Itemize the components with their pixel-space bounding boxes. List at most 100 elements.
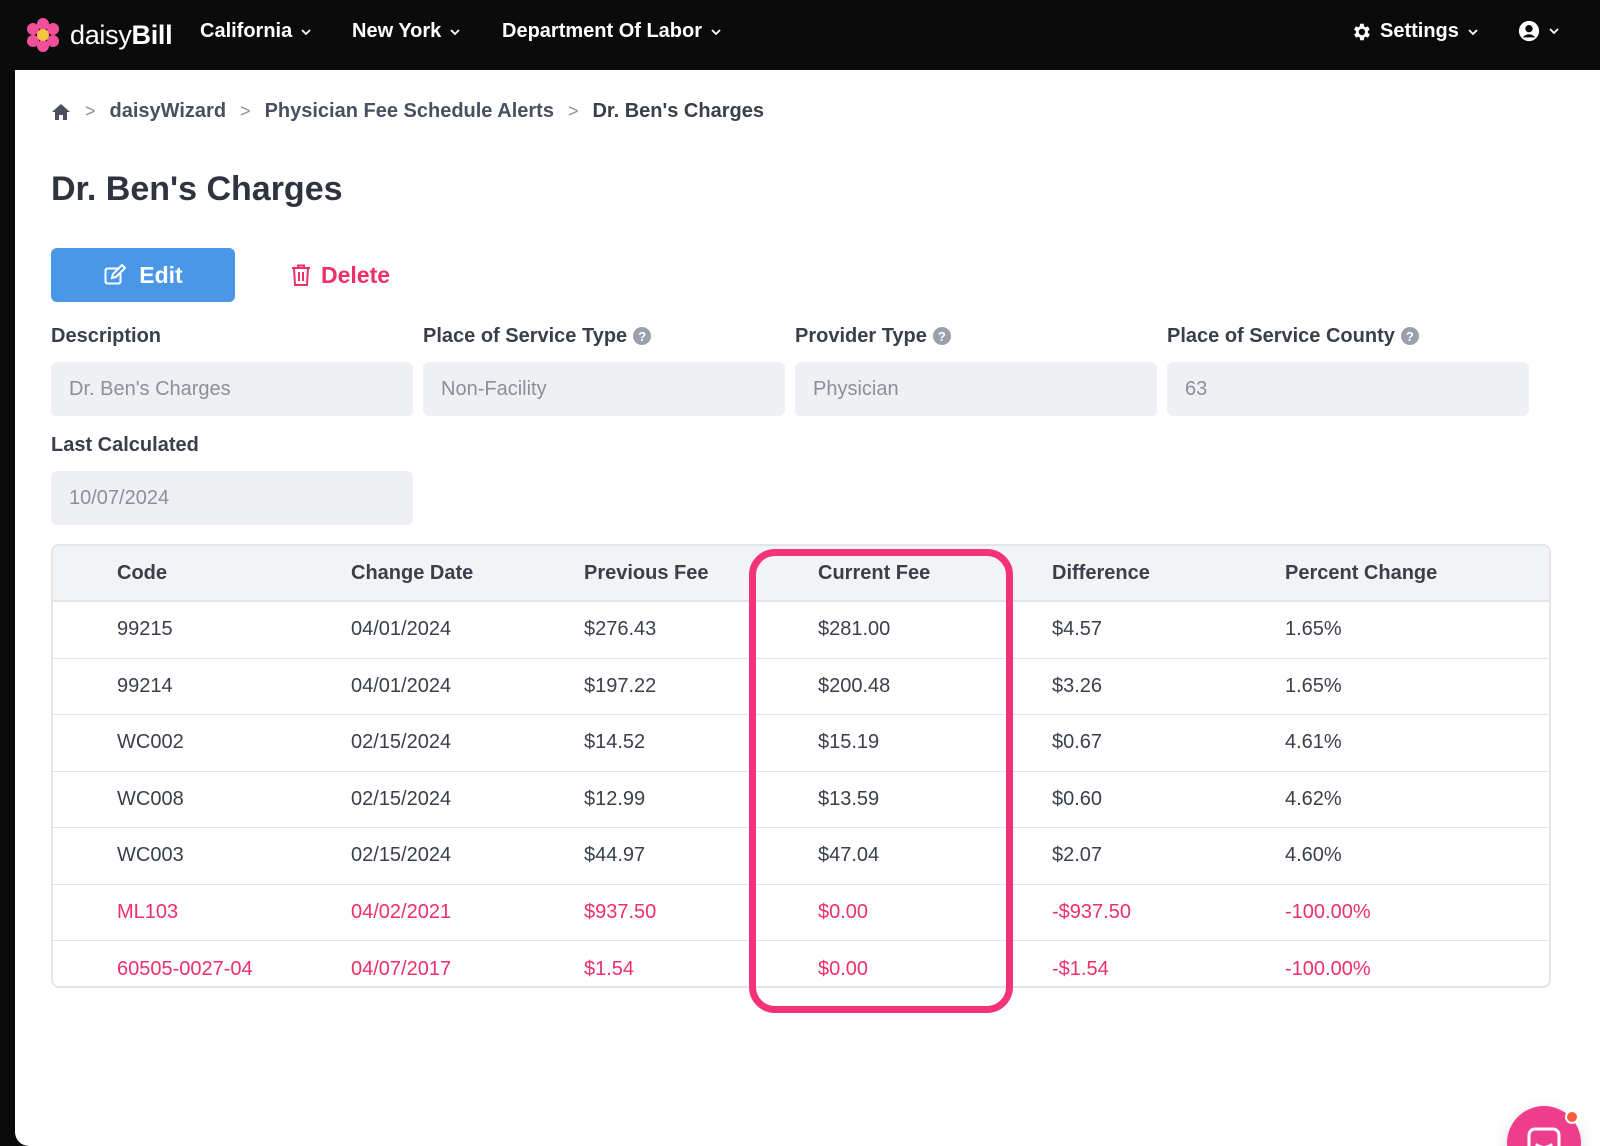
cell-percent-change: -100.00% — [1285, 900, 1371, 923]
cell-previous-fee: $1.54 — [584, 957, 635, 980]
cell-change-date: 02/15/2024 — [351, 844, 452, 867]
header-percent-change: Percent Change — [1285, 561, 1438, 584]
cell-previous-fee: $197.22 — [584, 674, 657, 697]
header-change-date: Change Date — [351, 561, 474, 584]
notification-dot — [1565, 1110, 1579, 1124]
cell-percent-change: 4.60% — [1285, 844, 1342, 867]
table-row: 99215 04/01/2024 $276.43 $281.00 $4.57 1.65% — [53, 602, 1549, 659]
breadcrumb-separator: > — [85, 101, 96, 121]
table-row: 60505-0027-04 04/07/2017 $1.54 $0.00 -$1.54 -… — [53, 941, 1549, 986]
last-calculated-field: Last Calculated 10/07/2024 — [51, 431, 413, 525]
place-of-service-county-value: 63 — [1167, 362, 1529, 416]
provider-type-value: Physician — [795, 362, 1157, 416]
header-previous-fee: Previous Fee — [584, 561, 709, 584]
breadcrumb-fee-schedule-alerts[interactable]: Physician Fee Schedule Alerts — [264, 100, 554, 122]
table-row: WC008 02/15/2024 $12.99 $13.59 $0.60 4.62% — [53, 772, 1549, 828]
cell-percent-change: 1.65% — [1285, 674, 1342, 697]
chevron-down-icon — [450, 28, 460, 35]
breadcrumb: > daisyWizard > Physician Fee Schedule A… — [51, 100, 764, 123]
place-of-service-type-field: Place of Service Type ? Non-Facility — [423, 322, 785, 416]
cell-change-date: 04/02/2021 — [351, 900, 452, 923]
place-of-service-county-label: Place of Service County ? — [1167, 322, 1529, 350]
cell-difference: $2.07 — [1052, 844, 1103, 867]
edit-button[interactable]: Edit — [51, 248, 235, 302]
cell-previous-fee: $12.99 — [584, 787, 646, 810]
nav-new-york-dropdown[interactable]: New York — [352, 20, 461, 43]
breadcrumb-separator: > — [240, 101, 251, 121]
chevron-down-icon — [1468, 28, 1478, 35]
brand-logo[interactable]: daisyBill — [26, 18, 173, 52]
cell-current-fee: $200.48 — [818, 674, 891, 697]
table-header: Code Change Date Previous Fee Current Fe… — [53, 546, 1549, 602]
cell-code: WC008 — [117, 787, 184, 810]
last-calculated-label: Last Calculated — [51, 433, 199, 456]
cell-difference: -$937.50 — [1052, 900, 1131, 923]
table-row: WC003 02/15/2024 $44.97 $47.04 $2.07 4.60% — [53, 828, 1549, 885]
nav-california-dropdown[interactable]: California — [200, 20, 312, 43]
daisy-logo-icon — [27, 18, 59, 52]
cell-difference: $4.57 — [1052, 618, 1103, 641]
cell-current-fee: $47.04 — [818, 844, 880, 867]
header-difference: Difference — [1052, 561, 1150, 584]
main-panel: > daisyWizard > Physician Fee Schedule A… — [15, 70, 1600, 1146]
header-current-fee: Current Fee — [818, 561, 931, 584]
delete-button[interactable]: Delete — [291, 248, 390, 302]
fee-changes-table: Code Change Date Previous Fee Current Fe… — [51, 544, 1551, 988]
cell-difference: -$1.54 — [1052, 957, 1109, 980]
cell-current-fee: $281.00 — [818, 618, 891, 641]
breadcrumb-separator: > — [567, 101, 579, 121]
cell-percent-change: -100.00% — [1285, 957, 1371, 980]
description-field: Description Dr. Ben's Charges — [51, 322, 413, 416]
cell-code: 60505-0027-04 — [117, 957, 253, 980]
cell-change-date: 02/15/2024 — [351, 731, 452, 754]
user-menu-dropdown[interactable] — [1518, 20, 1560, 42]
cell-code: 99215 — [117, 618, 173, 641]
description-value: Dr. Ben's Charges — [51, 362, 413, 416]
cell-difference: $0.60 — [1052, 787, 1103, 810]
home-icon[interactable] — [51, 102, 71, 122]
top-navbar: daisyBill California New York Department… — [0, 0, 1600, 70]
chat-launcher-button[interactable] — [1507, 1106, 1581, 1146]
place-of-service-type-label: Place of Service Type ? — [423, 322, 785, 350]
question-circle-icon[interactable]: ? — [633, 327, 652, 345]
cell-percent-change: 1.65% — [1285, 618, 1342, 641]
cell-current-fee: $0.00 — [818, 957, 869, 980]
question-circle-icon[interactable]: ? — [932, 327, 951, 345]
cell-change-date: 02/15/2024 — [351, 787, 452, 810]
cell-current-fee: $13.59 — [818, 787, 880, 810]
description-label: Description — [51, 324, 162, 347]
cell-difference: $0.67 — [1052, 731, 1103, 754]
place-of-service-county-field: Place of Service County ? 63 — [1167, 322, 1529, 416]
table-row: ML103 04/02/2021 $937.50 $0.00 -$937.50 -100.… — [53, 885, 1549, 941]
trash-icon — [292, 264, 310, 286]
cell-code: WC003 — [117, 844, 184, 867]
brand-name: daisyBill — [70, 19, 173, 50]
cell-change-date: 04/07/2017 — [351, 957, 452, 980]
cell-previous-fee: $276.43 — [584, 618, 657, 641]
question-circle-icon[interactable]: ? — [1400, 327, 1419, 345]
last-calculated-value: 10/07/2024 — [51, 471, 413, 525]
user-circle-icon — [1518, 20, 1540, 42]
header-code: Code — [117, 561, 167, 584]
provider-type-label: Provider Type ? — [795, 322, 1157, 350]
breadcrumb-daisywizard[interactable]: daisyWizard — [109, 100, 227, 122]
page-title: Dr. Ben's Charges — [51, 170, 343, 208]
cell-current-fee: $0.00 — [818, 900, 869, 923]
cell-percent-change: 4.61% — [1285, 731, 1342, 754]
table-body: 99215 04/01/2024 $276.43 $281.00 $4.57 1.65% 9… — [53, 602, 1549, 986]
cell-percent-change: 4.62% — [1285, 787, 1342, 810]
nav-department-of-labor-dropdown[interactable]: Department Of Labor — [502, 20, 722, 43]
breadcrumb-current: Dr. Ben's Charges — [592, 100, 764, 122]
cell-current-fee: $15.19 — [818, 731, 880, 754]
place-of-service-type-value: Non-Facility — [423, 362, 785, 416]
delete-button-label: Delete — [321, 261, 391, 288]
cell-previous-fee: $14.52 — [584, 731, 646, 754]
chevron-down-icon — [711, 28, 721, 35]
chevron-down-icon — [301, 28, 311, 35]
cell-difference: $3.26 — [1052, 674, 1103, 697]
settings-dropdown[interactable]: Settings — [1350, 20, 1479, 43]
edit-icon — [104, 263, 127, 285]
cell-change-date: 04/01/2024 — [351, 618, 452, 641]
table-row: WC002 02/15/2024 $14.52 $15.19 $0.67 4.61% — [53, 715, 1549, 772]
table-row: 99214 04/01/2024 $197.22 $200.48 $3.26 1.65% — [53, 659, 1549, 715]
